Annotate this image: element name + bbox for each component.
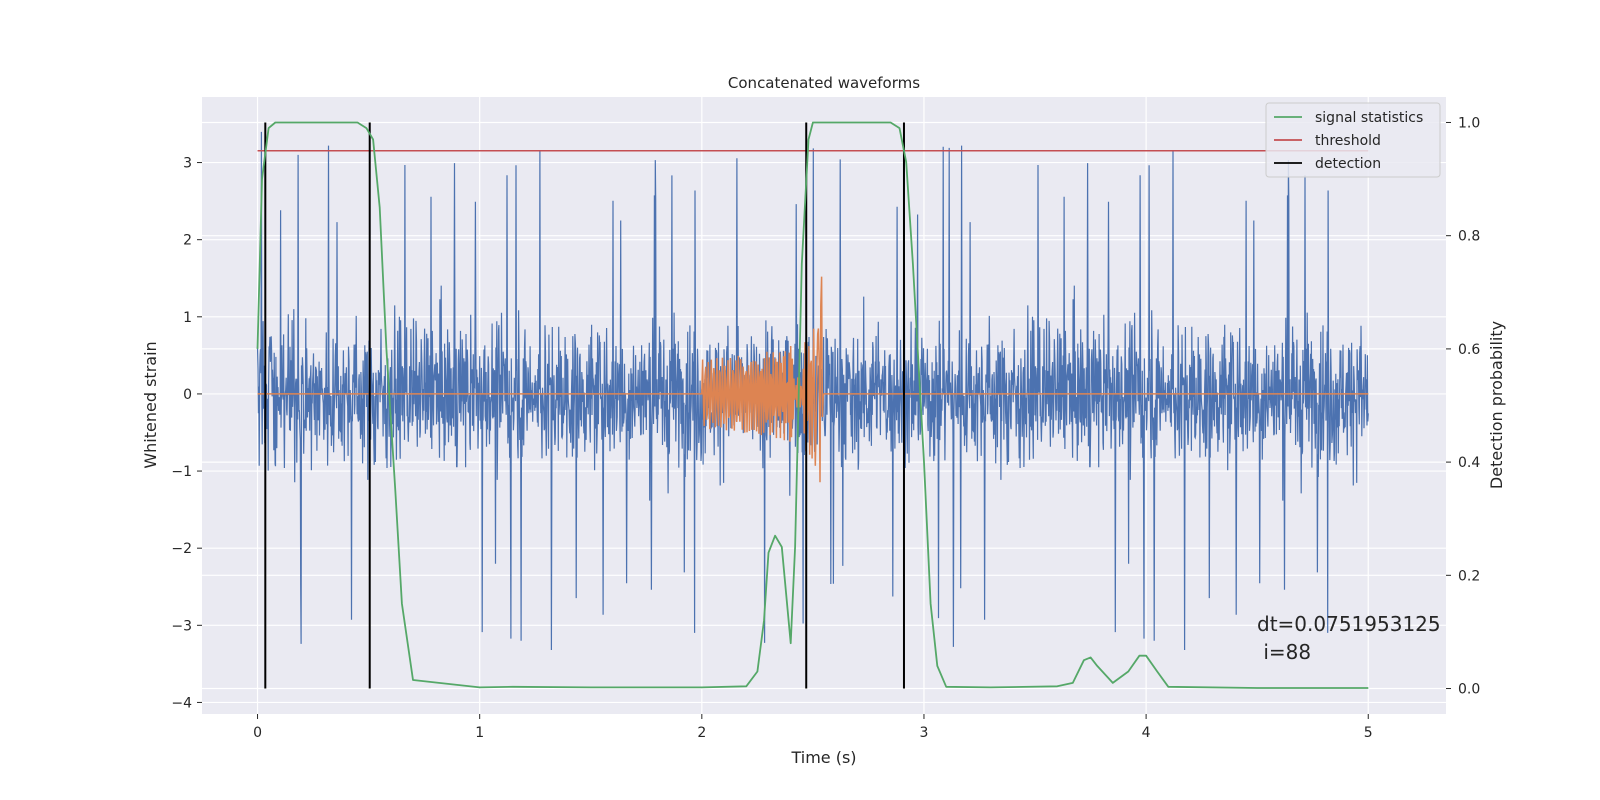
annotation-index: i=88 [1257,640,1311,664]
y-tick-label: 0 [183,387,192,403]
y-axis-label: Whitened strain [141,341,160,468]
grid-lines [202,97,1446,714]
legend-label-detection: detection [1315,156,1381,172]
y-tick-label: −4 [171,695,192,711]
legend-box [1265,102,1441,178]
y-tick-label: 3 [183,156,192,172]
y-tick-label: −3 [171,618,192,634]
y-tick-label: −1 [171,464,192,480]
x-tick-label: 1 [475,725,484,741]
right-tick-label: 0.8 [1458,229,1480,245]
legend-label-signal-statistics: signal statistics [1315,110,1423,126]
y-tick-label: −2 [171,541,192,557]
x-tick-label: 4 [1142,725,1151,741]
y-tick-label: 1 [183,310,192,326]
x-axis-ticks: 0 1 2 3 4 5 [253,714,1373,741]
x-tick-label: 3 [920,725,929,741]
legend: signal statistics threshold detection [1265,102,1441,178]
annotation-dt: dt=0.0751953125 [1257,612,1441,636]
y-tick-label: 2 [183,233,192,249]
right-tick-label: 0.4 [1458,455,1480,471]
detection-series [264,122,905,689]
injection-line [257,276,1369,483]
chart-title: Concatenated waveforms [728,74,920,92]
right-tick-label: 1.0 [1458,115,1480,131]
right-tick-label: 0.2 [1458,568,1480,584]
right-axis-label: Detection probability [1487,321,1506,489]
legend-label-threshold: threshold [1315,133,1381,149]
signal-statistics-series [256,121,1369,689]
signal-statistics-line [256,121,1369,689]
x-tick-label: 5 [1364,725,1373,741]
x-tick-label: 2 [697,725,706,741]
injection-series [257,276,1369,483]
right-axis-ticks: 0.0 0.2 0.4 0.6 0.8 1.0 [1446,115,1480,698]
x-axis-label: Time (s) [790,748,856,767]
x-tick-label: 0 [253,725,262,741]
right-tick-label: 0.6 [1458,342,1480,358]
right-tick-label: 0.0 [1458,682,1480,698]
y-axis-ticks: −4 −3 −2 −1 0 1 2 3 [171,156,202,711]
